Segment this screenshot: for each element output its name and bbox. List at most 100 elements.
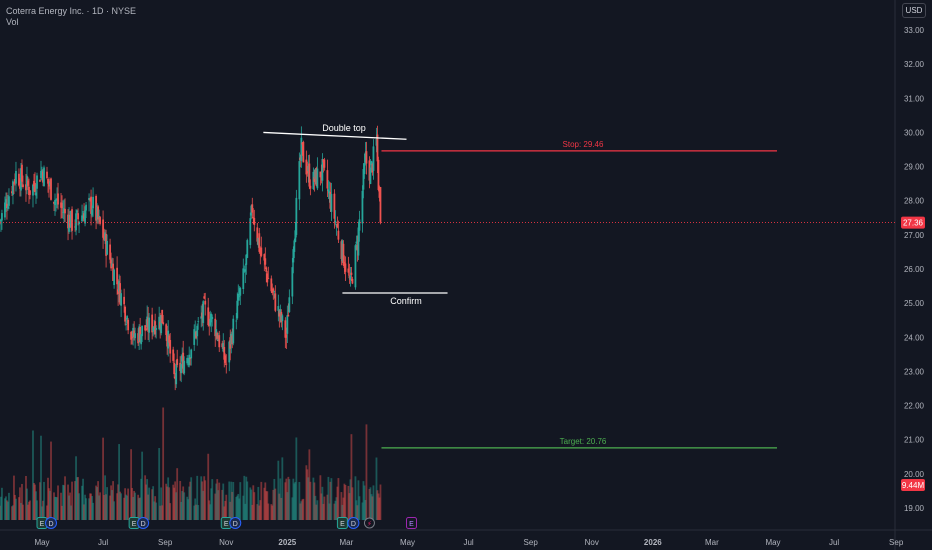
volume-bar bbox=[181, 491, 184, 520]
volume-bar bbox=[292, 478, 295, 520]
candle-body bbox=[292, 249, 295, 263]
y-tick-label: 22.00 bbox=[904, 402, 925, 411]
candle-body bbox=[335, 225, 338, 227]
candle-body bbox=[110, 259, 112, 269]
volume-bar bbox=[154, 496, 157, 520]
volume-bar bbox=[377, 493, 380, 520]
volume-bar bbox=[6, 500, 8, 520]
candle-body bbox=[280, 311, 283, 323]
volume-bar bbox=[265, 491, 268, 520]
candle-body bbox=[84, 210, 86, 224]
candle-body bbox=[260, 247, 263, 256]
volume-bar bbox=[123, 497, 126, 520]
volume-bar bbox=[103, 495, 105, 520]
volume-bar bbox=[190, 477, 193, 520]
volume-bar bbox=[133, 490, 136, 520]
candle-body bbox=[357, 227, 360, 256]
volume-bar bbox=[327, 476, 330, 520]
volume-bar bbox=[105, 494, 107, 520]
candle-body bbox=[67, 214, 69, 229]
candle-body bbox=[104, 232, 106, 242]
volume-bar bbox=[218, 482, 221, 520]
split-event-icon[interactable] bbox=[363, 517, 375, 529]
volume-bar bbox=[264, 482, 267, 520]
volume-bar bbox=[0, 505, 1, 520]
volume-bar bbox=[315, 504, 318, 520]
candle-body bbox=[330, 194, 333, 212]
volume-bar bbox=[78, 493, 80, 520]
volume-bar bbox=[229, 501, 232, 520]
earnings-event-icon[interactable] bbox=[406, 517, 418, 529]
candle-body bbox=[222, 343, 225, 352]
candle-body bbox=[348, 275, 351, 279]
dividend-event-icon[interactable] bbox=[229, 517, 242, 529]
volume-bar bbox=[222, 483, 225, 520]
candle-body bbox=[309, 185, 312, 189]
volume-bar bbox=[287, 476, 290, 520]
volume-bar bbox=[200, 476, 203, 520]
volume-bar bbox=[224, 500, 227, 520]
x-tick-label: Nov bbox=[219, 538, 233, 547]
currency-button[interactable]: USD bbox=[902, 3, 926, 18]
volume-bar bbox=[356, 505, 359, 520]
volume-bar bbox=[81, 485, 83, 520]
volume-bar bbox=[64, 476, 66, 520]
volume-bar bbox=[281, 457, 284, 520]
double-top-label: Double top bbox=[322, 123, 366, 133]
candle-body bbox=[300, 137, 303, 161]
candle-body bbox=[337, 230, 340, 240]
candle-body bbox=[124, 306, 127, 322]
volume-bar bbox=[257, 486, 260, 520]
candle-body bbox=[139, 326, 142, 342]
dividend-event-icon[interactable] bbox=[347, 517, 360, 529]
candle-body bbox=[285, 334, 288, 338]
candle-body bbox=[26, 175, 28, 187]
candle-body bbox=[299, 157, 302, 161]
candle-body bbox=[161, 309, 164, 323]
candle-body bbox=[376, 134, 379, 162]
candle-body bbox=[194, 331, 197, 333]
candle-body bbox=[316, 168, 319, 189]
candle-body bbox=[347, 268, 350, 273]
volume-bar bbox=[57, 485, 59, 520]
candle-body bbox=[125, 323, 128, 325]
volume-bar bbox=[204, 480, 207, 520]
candle-body bbox=[217, 339, 220, 342]
candle-body bbox=[176, 358, 179, 365]
candle-body bbox=[173, 363, 176, 375]
volume-bar bbox=[63, 485, 65, 520]
candle-body bbox=[8, 196, 10, 206]
volume-bar bbox=[34, 484, 36, 520]
volume-bar bbox=[77, 477, 79, 520]
candle-body bbox=[89, 198, 91, 200]
volume-bar bbox=[56, 497, 58, 520]
candle-body bbox=[333, 193, 336, 219]
volume-bar bbox=[221, 489, 224, 520]
candle-body bbox=[228, 341, 231, 363]
volume-bar bbox=[75, 456, 77, 520]
candle-body bbox=[379, 187, 382, 223]
candle-body bbox=[162, 322, 165, 324]
candle-body bbox=[246, 240, 249, 258]
volume-bar bbox=[25, 475, 27, 520]
candle-body bbox=[336, 223, 339, 228]
double-top-trendline[interactable] bbox=[263, 131, 407, 140]
dividend-event-icon[interactable] bbox=[137, 517, 150, 529]
candle-body bbox=[350, 272, 353, 275]
candle-body bbox=[204, 300, 207, 305]
volume-bar bbox=[323, 496, 326, 520]
candle-body bbox=[12, 181, 14, 195]
volume-bar bbox=[251, 504, 254, 520]
candle-body bbox=[196, 325, 199, 337]
earnings-event-icon[interactable] bbox=[336, 517, 348, 529]
dividend-event-icon[interactable] bbox=[45, 517, 58, 529]
candle-body bbox=[295, 197, 298, 235]
candle-body bbox=[327, 189, 330, 192]
volume-bar bbox=[83, 504, 85, 520]
volume-bar bbox=[91, 496, 93, 520]
earnings-event-glyph: E bbox=[40, 521, 45, 528]
candle-body bbox=[230, 333, 233, 345]
candle-body bbox=[244, 269, 247, 272]
volume-bar bbox=[351, 487, 354, 520]
